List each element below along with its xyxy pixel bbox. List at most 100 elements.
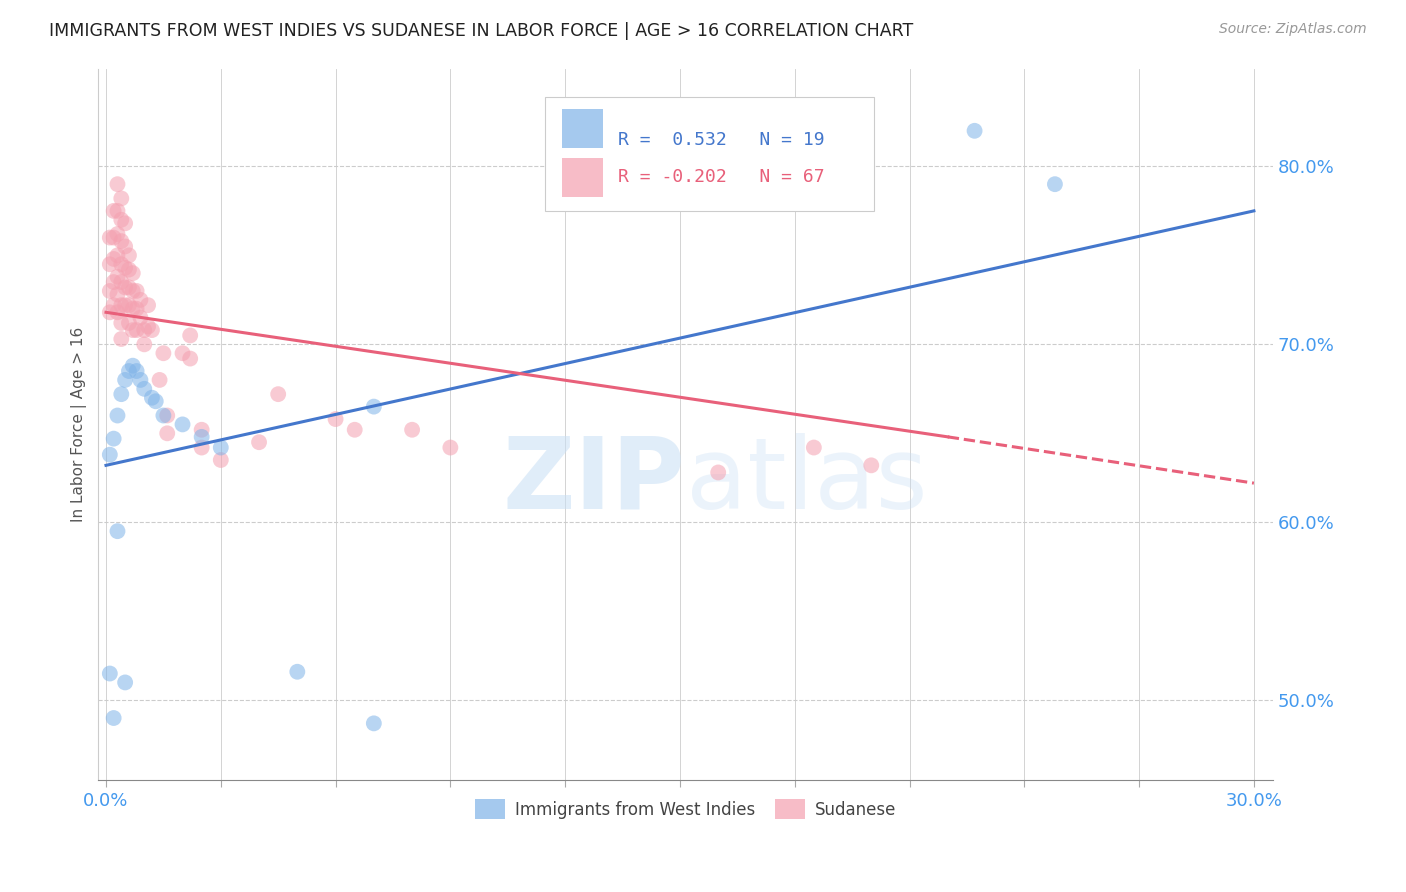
Point xyxy=(401,423,423,437)
Point xyxy=(103,230,125,244)
Point xyxy=(439,441,461,455)
Point xyxy=(125,284,148,298)
Point xyxy=(247,435,270,450)
Point xyxy=(363,400,385,414)
Point xyxy=(267,387,290,401)
Point xyxy=(114,260,136,275)
Point xyxy=(107,177,129,191)
Point xyxy=(141,391,163,405)
Point xyxy=(860,458,883,473)
Point xyxy=(118,298,141,312)
Point xyxy=(803,441,825,455)
Point xyxy=(107,287,129,301)
Point xyxy=(152,346,174,360)
Point xyxy=(110,191,132,205)
Text: IMMIGRANTS FROM WEST INDIES VS SUDANESE IN LABOR FORCE | AGE > 16 CORRELATION CH: IMMIGRANTS FROM WEST INDIES VS SUDANESE … xyxy=(49,22,914,40)
Point xyxy=(110,275,132,289)
Text: ZIP: ZIP xyxy=(503,433,686,530)
Point xyxy=(125,301,148,316)
Point xyxy=(103,203,125,218)
FancyBboxPatch shape xyxy=(544,97,873,211)
Point xyxy=(114,216,136,230)
Point xyxy=(107,203,129,218)
Point xyxy=(141,323,163,337)
Point xyxy=(98,305,121,319)
Point xyxy=(103,298,125,312)
Point xyxy=(98,284,121,298)
Point xyxy=(325,412,347,426)
Point xyxy=(110,387,132,401)
Legend: Immigrants from West Indies, Sudanese: Immigrants from West Indies, Sudanese xyxy=(468,793,903,825)
Point xyxy=(121,359,143,373)
Point xyxy=(107,227,129,241)
Point xyxy=(110,257,132,271)
Point xyxy=(136,298,159,312)
Point xyxy=(103,275,125,289)
Point xyxy=(114,675,136,690)
Point xyxy=(285,665,308,679)
Point xyxy=(118,248,141,262)
Point xyxy=(118,364,141,378)
Point xyxy=(107,269,129,284)
Point xyxy=(121,284,143,298)
Text: Source: ZipAtlas.com: Source: ZipAtlas.com xyxy=(1219,22,1367,37)
Point xyxy=(209,441,232,455)
Point xyxy=(129,293,152,307)
Point xyxy=(125,323,148,337)
FancyBboxPatch shape xyxy=(562,158,603,197)
Text: R =  0.532   N = 19: R = 0.532 N = 19 xyxy=(617,131,824,149)
Point xyxy=(121,301,143,316)
Point xyxy=(179,351,201,366)
Point xyxy=(107,305,129,319)
Point xyxy=(110,316,132,330)
Point xyxy=(134,337,156,351)
Point xyxy=(172,346,194,360)
Point xyxy=(121,323,143,337)
Point xyxy=(107,409,129,423)
Point xyxy=(343,423,366,437)
Point xyxy=(156,426,179,441)
Point xyxy=(114,373,136,387)
Point xyxy=(136,319,159,334)
Point xyxy=(145,394,167,409)
Point xyxy=(118,280,141,294)
Point xyxy=(190,430,212,444)
FancyBboxPatch shape xyxy=(562,109,603,148)
Point xyxy=(98,666,121,681)
Point xyxy=(98,257,121,271)
Point xyxy=(707,466,730,480)
Point xyxy=(148,373,170,387)
Point xyxy=(118,316,141,330)
Point xyxy=(190,423,212,437)
Text: atlas: atlas xyxy=(686,433,928,530)
Y-axis label: In Labor Force | Age > 16: In Labor Force | Age > 16 xyxy=(72,326,87,522)
Point xyxy=(129,310,152,325)
Point xyxy=(107,248,129,262)
Point xyxy=(110,234,132,248)
Point xyxy=(156,409,179,423)
Point xyxy=(107,524,129,538)
Point xyxy=(98,230,121,244)
Point xyxy=(179,328,201,343)
Point xyxy=(134,323,156,337)
Point xyxy=(963,124,986,138)
Point xyxy=(103,711,125,725)
Point xyxy=(114,298,136,312)
Point xyxy=(1043,177,1066,191)
Point xyxy=(114,239,136,253)
Point xyxy=(118,262,141,277)
Point xyxy=(209,453,232,467)
Point xyxy=(98,448,121,462)
Point xyxy=(152,409,174,423)
Point xyxy=(363,716,385,731)
Point xyxy=(114,280,136,294)
Point xyxy=(172,417,194,432)
Point xyxy=(110,212,132,227)
Point xyxy=(134,382,156,396)
Point xyxy=(125,364,148,378)
Point xyxy=(110,298,132,312)
Point xyxy=(103,432,125,446)
Point xyxy=(103,252,125,266)
Point xyxy=(190,441,212,455)
Point xyxy=(121,266,143,280)
